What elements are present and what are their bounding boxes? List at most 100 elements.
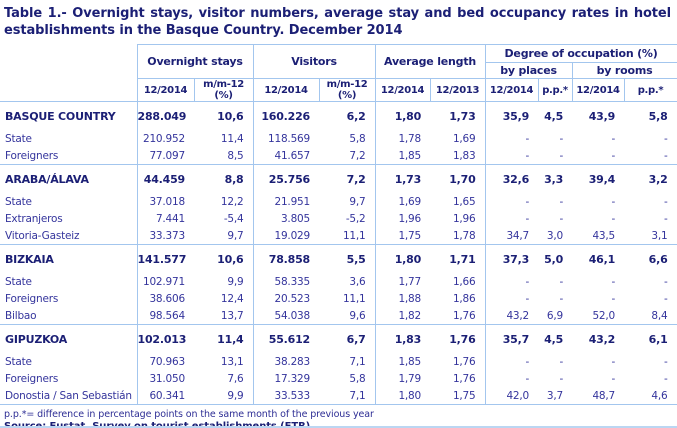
table-row: State 102.971 9,9 58.335 3,6 1,77 1,66- - - - bbox=[0, 273, 677, 290]
col-header: m/m-12 (%) bbox=[318, 78, 376, 102]
section-row: GIPUZKOA 102.013 11,4 55.612 6,7 1,83 1,76 35,7… bbox=[0, 324, 677, 353]
value-cell: 1,80 bbox=[374, 387, 431, 405]
table-row: Bilbao 98.564 13,7 54.038 9,6 1,82 1,76 43,2 6,9… bbox=[0, 307, 677, 325]
value-cell: 8,4 bbox=[624, 307, 677, 325]
table-row: State 37.018 12,2 21.951 9,7 1,69 1,65- - - - bbox=[0, 193, 677, 210]
row-label: State bbox=[5, 195, 32, 208]
col-header: 12/2014 bbox=[374, 78, 431, 102]
value-cell: 13,7 bbox=[220, 309, 244, 322]
row-label: BASQUE COUNTRY bbox=[0, 101, 137, 130]
value-cell: 7,2 bbox=[349, 149, 366, 162]
value-cell: 1,76 bbox=[452, 372, 476, 385]
value-cell: 1,75 bbox=[374, 227, 431, 245]
value-cell: 160.226 bbox=[252, 101, 320, 130]
value-cell: 34,7 bbox=[484, 227, 539, 245]
value-cell: 1,85 bbox=[374, 353, 431, 370]
value-cell: - bbox=[559, 275, 564, 288]
value-cell: 1,80 bbox=[374, 101, 431, 130]
value-cell: 1,78 bbox=[452, 229, 476, 242]
value-cell: 8,8 bbox=[194, 164, 254, 193]
value-cell: 1,73 bbox=[374, 164, 431, 193]
value-cell: 9,7 bbox=[349, 195, 366, 208]
value-cell: 77.097 bbox=[136, 147, 194, 165]
table-title: Table 1.- Overnight stays, visitor numbe… bbox=[4, 6, 671, 38]
row-label: Foreigners bbox=[5, 292, 59, 305]
value-cell: 1,96 bbox=[452, 212, 476, 225]
value-cell: 118.569 bbox=[252, 130, 320, 147]
value-cell: 41.657 bbox=[252, 147, 320, 165]
table-row: Vitoria-Gasteiz 33.373 9,7 19.029 11,1 1,75 1,… bbox=[0, 227, 677, 245]
table-header: Overnight stays Visitors Average length … bbox=[0, 44, 677, 102]
value-cell: 4,5 bbox=[538, 101, 573, 130]
value-cell: 1,83 bbox=[452, 149, 476, 162]
value-cell: 3,1 bbox=[624, 227, 677, 245]
value-cell: 3.805 bbox=[252, 210, 320, 227]
stats-table: Overnight stays Visitors Average length … bbox=[0, 44, 677, 405]
value-cell: - bbox=[611, 372, 616, 385]
value-cell: - bbox=[484, 210, 539, 227]
col-header: m/m-12 (%) bbox=[193, 78, 254, 102]
value-cell: - bbox=[611, 132, 616, 145]
value-cell: 38.606 bbox=[136, 290, 194, 307]
value-cell: 54.038 bbox=[252, 307, 320, 325]
value-cell: - bbox=[559, 292, 564, 305]
value-cell: - bbox=[559, 355, 564, 368]
value-cell: 7,6 bbox=[227, 372, 244, 385]
value-cell: 8,5 bbox=[227, 149, 244, 162]
value-cell: - bbox=[484, 290, 539, 307]
value-cell: - bbox=[559, 212, 564, 225]
subgroup-header-by-places: by places bbox=[484, 62, 573, 79]
value-cell: 1,76 bbox=[430, 324, 486, 353]
value-cell: 35,9 bbox=[484, 101, 539, 130]
col-header: 12/2014 bbox=[252, 78, 320, 102]
value-cell: 9,7 bbox=[227, 229, 244, 242]
value-cell: 288.049 bbox=[136, 101, 194, 130]
section-row: ARABA/ÁLAVA 44.459 8,8 25.756 7,2 1,73 1,70 32,… bbox=[0, 164, 677, 193]
table-body: BASQUE COUNTRY 288.049 10,6 160.226 6,2 1,80 1… bbox=[0, 101, 677, 405]
value-cell: 1,69 bbox=[374, 193, 431, 210]
value-cell: 1,77 bbox=[374, 273, 431, 290]
row-label: Vitoria-Gasteiz bbox=[5, 229, 80, 242]
value-cell: 6,7 bbox=[319, 324, 376, 353]
value-cell: 37,3 bbox=[484, 244, 539, 273]
value-cell: - bbox=[484, 370, 539, 387]
section-row: BIZKAIA 141.577 10,6 78.858 5,5 1,80 1,71 37,3 5… bbox=[0, 244, 677, 273]
value-cell: 31.050 bbox=[136, 370, 194, 387]
value-cell: - bbox=[484, 193, 539, 210]
value-cell: 35,7 bbox=[484, 324, 539, 353]
value-cell: 5,8 bbox=[624, 101, 677, 130]
value-cell: 4,6 bbox=[624, 387, 677, 405]
value-cell: 6,9 bbox=[546, 309, 564, 322]
footnote: p.p.*= difference in percentage points o… bbox=[4, 409, 374, 420]
value-cell: 20.523 bbox=[252, 290, 320, 307]
value-cell: - bbox=[559, 149, 564, 162]
group-header-average-length: Average length bbox=[374, 44, 486, 79]
value-cell: - bbox=[624, 210, 677, 227]
value-cell: 60.341 bbox=[136, 387, 194, 405]
bottom-rule bbox=[0, 426, 677, 428]
value-cell: 1,65 bbox=[452, 195, 476, 208]
value-cell: 210.952 bbox=[136, 130, 194, 147]
value-cell: 38.283 bbox=[252, 353, 320, 370]
value-cell: 5,0 bbox=[538, 244, 573, 273]
value-cell: 70.963 bbox=[136, 353, 194, 370]
value-cell: 10,6 bbox=[194, 244, 254, 273]
value-cell: - bbox=[611, 292, 616, 305]
corner-cell bbox=[0, 44, 137, 102]
row-label: Donostia / San Sebastián bbox=[0, 387, 137, 405]
value-cell: - bbox=[611, 195, 616, 208]
value-cell: 6,1 bbox=[624, 324, 677, 353]
row-label: State bbox=[5, 275, 32, 288]
value-cell: 7,1 bbox=[319, 387, 376, 405]
value-cell: 9,9 bbox=[227, 275, 244, 288]
col-header: 12/2014 bbox=[484, 78, 539, 102]
value-cell: - bbox=[559, 132, 564, 145]
value-cell: 43,5 bbox=[592, 229, 616, 242]
value-cell: -5,4 bbox=[223, 212, 244, 225]
value-cell: 5,5 bbox=[319, 244, 376, 273]
value-cell: 10,6 bbox=[194, 101, 254, 130]
value-cell: 13,1 bbox=[220, 355, 244, 368]
value-cell: 1,86 bbox=[452, 292, 476, 305]
value-cell: 98.564 bbox=[136, 307, 194, 325]
section-row: BASQUE COUNTRY 288.049 10,6 160.226 6,2 1,80 1… bbox=[0, 101, 677, 130]
